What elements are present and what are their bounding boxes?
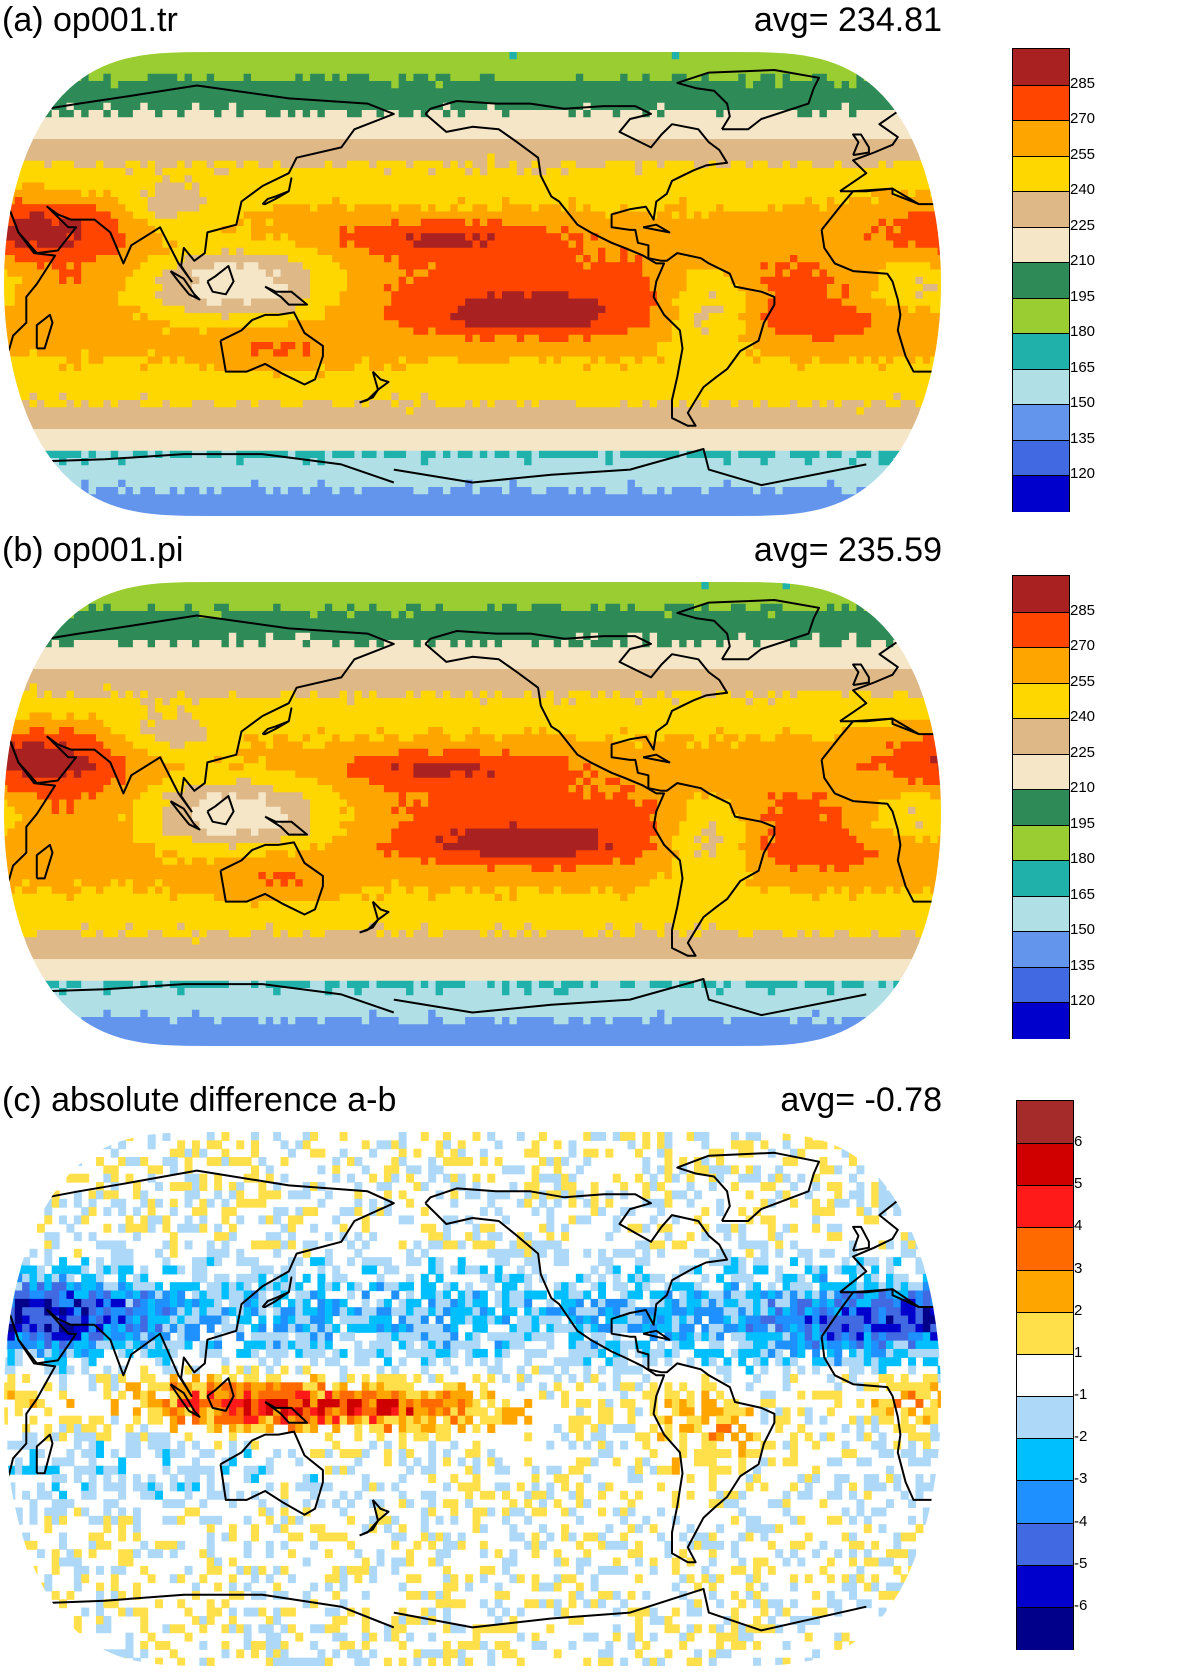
colorbar-swatch (1013, 404, 1069, 442)
colorbar-label: 120 (1070, 992, 1096, 1010)
colorbar-label: -4 (1074, 1512, 1088, 1530)
colorbar-swatch (1013, 611, 1069, 649)
panel-title: (c) absolute difference a-b (2, 1081, 397, 1119)
colorbar-swatch (1013, 475, 1069, 513)
colorbar-swatch (1013, 155, 1069, 193)
map-difference (4, 1132, 941, 1666)
colorbar-label: 180 (1070, 323, 1096, 341)
panel-average: avg= 234.81 (753, 1, 942, 39)
colorbar-label: 225 (1070, 743, 1096, 761)
coastlines (4, 69, 940, 487)
colorbar-swatch (1013, 789, 1069, 827)
panel-b: (b) op001.pi avg= 235.59 285 270 255 240 225… (0, 531, 1188, 1055)
colorbar-swatch (1017, 1185, 1073, 1229)
colorbar-swatch (1013, 191, 1069, 229)
colorbar-swatch (1017, 1396, 1073, 1440)
colorbar-swatch (1013, 226, 1069, 264)
colorbar-swatch (1013, 895, 1069, 933)
colorbar-label: 2 (1074, 1301, 1083, 1319)
colorbar-swatch (1017, 1564, 1073, 1609)
colorbar-label: 150 (1070, 394, 1096, 412)
colorbar-label: 165 (1070, 358, 1096, 376)
colorbar-label: -2 (1074, 1428, 1088, 1446)
coastlines (4, 1151, 940, 1632)
colorbar-label: -5 (1074, 1554, 1088, 1572)
coastlines (4, 599, 940, 1017)
panel-c: (c) absolute difference a-b avg= -0.78 6… (0, 1081, 1188, 1677)
field-shading (4, 1132, 941, 1666)
field-shading (4, 582, 941, 1046)
colorbar-label: 1 (1074, 1343, 1083, 1361)
colorbar-swatch (1013, 120, 1069, 158)
colorbar-label: 270 (1070, 110, 1096, 128)
colorbar-swatch (1017, 1522, 1073, 1567)
colorbar-label: 255 (1070, 145, 1096, 163)
panel-title: (b) op001.pi (2, 531, 184, 569)
colorbar-swatch (1017, 1227, 1073, 1272)
colorbar-label: 3 (1074, 1259, 1083, 1277)
colorbar-label: 6 (1074, 1133, 1083, 1151)
colorbar-swatch (1013, 682, 1069, 720)
colorbar-label: 210 (1070, 252, 1096, 270)
panel-title: (a) op001.tr (2, 1, 178, 39)
colorbar (1012, 575, 1070, 1040)
colorbar-label: 150 (1070, 921, 1096, 939)
colorbar-swatch (1017, 1311, 1073, 1356)
colorbar-swatch (1017, 1269, 1073, 1314)
colorbar-swatch (1017, 1143, 1073, 1187)
colorbar-label: 165 (1070, 885, 1096, 903)
colorbar-label: 180 (1070, 850, 1096, 868)
colorbar-swatch (1017, 1101, 1073, 1144)
colorbar-swatch (1017, 1480, 1073, 1525)
colorbar-label: 210 (1070, 779, 1096, 797)
colorbar-label: 240 (1070, 708, 1096, 726)
colorbar-swatch (1017, 1438, 1073, 1482)
colorbar-swatch (1013, 439, 1069, 477)
colorbar-swatch (1013, 368, 1069, 406)
panel-a: (a) op001.tr avg= 234.81 285 270 255 240 225… (0, 1, 1188, 525)
colorbar-swatch (1013, 49, 1069, 86)
colorbar (1016, 1100, 1074, 1651)
colorbar (1012, 48, 1070, 513)
colorbar-swatch (1013, 576, 1069, 613)
colorbar-swatch (1013, 297, 1069, 335)
colorbar-label: 225 (1070, 216, 1096, 234)
colorbar-label: 285 (1070, 601, 1096, 619)
colorbar-label: -1 (1074, 1386, 1088, 1404)
colorbar-swatch (1013, 860, 1069, 898)
colorbar-label: 195 (1070, 814, 1096, 832)
colorbar-label: 285 (1070, 74, 1096, 92)
colorbar-label: 5 (1074, 1175, 1083, 1193)
map-tr (4, 52, 941, 516)
colorbar-label: 270 (1070, 637, 1096, 655)
colorbar-swatch (1017, 1353, 1073, 1398)
colorbar-swatch (1013, 262, 1069, 300)
colorbar-label: 195 (1070, 287, 1096, 305)
colorbar-swatch (1013, 333, 1069, 371)
colorbar-label: 255 (1070, 672, 1096, 690)
colorbar-swatch (1013, 1002, 1069, 1040)
colorbar-swatch (1017, 1606, 1073, 1651)
colorbar-swatch (1013, 931, 1069, 969)
colorbar-swatch (1013, 824, 1069, 862)
colorbar-swatch (1013, 753, 1069, 791)
colorbar-swatch (1013, 718, 1069, 756)
field-shading (4, 52, 941, 516)
panel-average: avg= 235.59 (753, 531, 942, 569)
colorbar-label: 135 (1070, 429, 1096, 447)
colorbar-label: 4 (1074, 1217, 1083, 1235)
colorbar-label: -6 (1074, 1596, 1088, 1614)
colorbar-swatch (1013, 84, 1069, 122)
colorbar-label: 135 (1070, 956, 1096, 974)
colorbar-swatch (1013, 647, 1069, 685)
map-pi (4, 582, 941, 1046)
colorbar-label: -3 (1074, 1470, 1088, 1488)
colorbar-label: 120 (1070, 465, 1096, 483)
panel-average: avg= -0.78 (780, 1081, 942, 1119)
colorbar-label: 240 (1070, 181, 1096, 199)
colorbar-swatch (1013, 966, 1069, 1004)
